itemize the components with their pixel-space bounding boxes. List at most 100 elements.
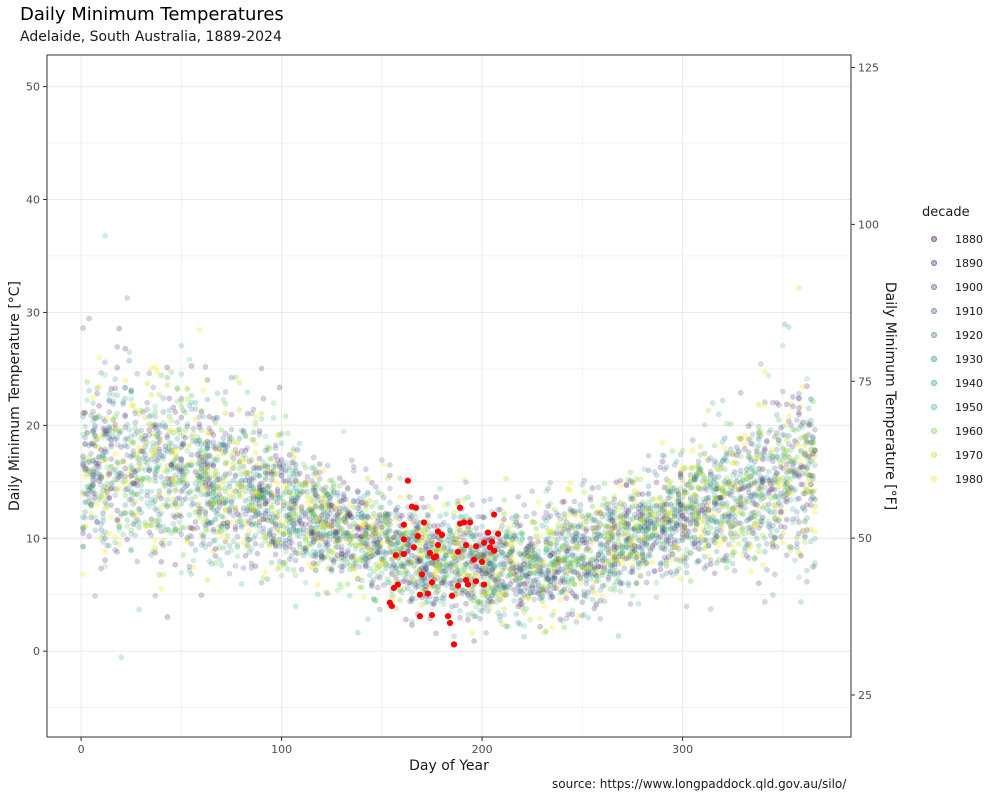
data-point xyxy=(328,568,335,575)
data-point xyxy=(637,538,644,544)
data-point xyxy=(366,572,373,578)
data-point xyxy=(625,476,632,483)
data-point xyxy=(794,544,800,551)
data-point xyxy=(300,488,307,495)
data-point xyxy=(286,527,293,534)
data-point xyxy=(322,589,329,596)
data-point xyxy=(144,492,151,499)
data-point xyxy=(753,522,760,529)
data-point xyxy=(427,539,433,546)
data-point xyxy=(705,543,712,549)
data-point xyxy=(234,451,241,457)
data-point xyxy=(178,371,185,377)
data-point xyxy=(565,545,572,552)
data-point xyxy=(579,481,586,488)
data-point xyxy=(220,442,227,449)
data-point xyxy=(715,500,722,507)
data-point xyxy=(360,493,367,499)
data-point xyxy=(627,504,634,511)
data-point xyxy=(258,365,265,372)
data-point xyxy=(563,548,570,555)
data-point xyxy=(276,558,283,565)
data-point xyxy=(254,508,261,515)
data-point xyxy=(198,465,205,472)
data-point xyxy=(256,428,263,434)
data-point xyxy=(717,517,724,524)
data-point xyxy=(342,535,349,542)
data-point xyxy=(312,470,319,476)
data-point xyxy=(256,510,263,517)
data-point xyxy=(318,548,325,555)
data-point xyxy=(719,557,726,564)
data-point xyxy=(783,516,790,523)
data-point xyxy=(457,607,463,614)
data-point xyxy=(296,470,303,477)
data-point xyxy=(80,514,86,520)
data-point xyxy=(206,430,213,436)
data-point xyxy=(302,513,309,520)
data-point xyxy=(611,546,618,553)
data-point xyxy=(220,396,227,403)
data-point xyxy=(366,552,373,558)
data-point xyxy=(372,541,379,548)
data-point xyxy=(152,403,159,410)
data-point xyxy=(761,401,768,408)
data-point xyxy=(501,509,507,516)
data-point xyxy=(806,472,812,478)
data-point xyxy=(771,433,778,440)
data-point xyxy=(114,517,121,524)
data-point xyxy=(717,494,724,501)
data-point xyxy=(617,483,624,490)
data-point xyxy=(657,566,664,573)
data-point xyxy=(164,364,171,371)
data-point xyxy=(796,285,802,291)
data-point xyxy=(368,479,375,486)
data-point xyxy=(733,478,740,485)
data-point xyxy=(689,447,696,454)
data-point xyxy=(615,557,622,563)
data-point xyxy=(595,484,602,491)
data-point xyxy=(757,432,764,439)
data-point xyxy=(555,584,562,591)
data-point xyxy=(136,460,143,467)
data-point xyxy=(796,395,802,402)
data-point xyxy=(771,475,778,482)
data-point xyxy=(651,568,658,575)
data-point xyxy=(693,498,700,505)
data-point xyxy=(779,388,786,395)
data-point xyxy=(751,458,758,465)
data-point xyxy=(128,510,135,517)
data-point xyxy=(623,524,630,531)
data-point xyxy=(178,513,185,520)
data-point xyxy=(769,522,776,529)
data-point xyxy=(260,574,267,581)
data-point xyxy=(455,498,461,504)
data-point xyxy=(737,389,744,396)
data-point xyxy=(256,501,263,507)
data-point xyxy=(362,502,369,508)
data-point xyxy=(747,493,754,499)
data-point xyxy=(158,504,165,510)
data-point xyxy=(583,546,590,552)
data-point xyxy=(138,427,145,434)
data-point xyxy=(200,488,207,494)
data-point xyxy=(571,522,578,529)
data-point xyxy=(643,534,650,541)
data-point xyxy=(755,423,762,430)
data-point xyxy=(194,485,201,492)
data-point xyxy=(360,543,367,549)
data-point xyxy=(92,527,98,534)
data-point xyxy=(204,491,211,498)
data-point xyxy=(419,558,425,564)
data-point xyxy=(378,457,385,463)
data-point xyxy=(569,607,576,614)
data-point xyxy=(128,388,135,395)
data-point xyxy=(779,342,786,349)
data-point xyxy=(376,606,383,613)
data-point xyxy=(597,549,604,556)
data-point xyxy=(475,598,481,605)
data-point xyxy=(158,474,165,480)
data-point xyxy=(609,567,616,574)
data-point xyxy=(130,480,137,487)
data-point xyxy=(653,594,660,601)
